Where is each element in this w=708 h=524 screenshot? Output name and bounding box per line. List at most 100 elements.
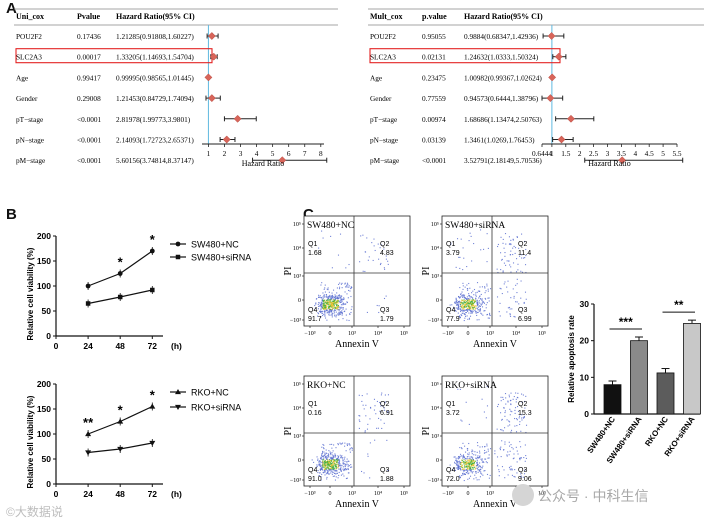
flow-event [481,306,484,308]
y-tick-label: 20 [580,336,590,346]
flow-event [323,464,325,466]
flow-event [340,283,342,285]
flow-event [522,394,524,396]
flow-event [463,461,465,463]
flow-event [484,310,486,312]
flow-event [337,299,339,301]
flow-event [372,259,374,262]
flow-event [465,401,467,403]
flow-event [525,424,528,426]
flow-event [476,458,478,460]
flow-event [466,315,468,317]
y-axis-label: Relative cell viability (%) [26,395,35,488]
legend-marker [175,241,181,247]
forest-x-tick-label: 6 [287,149,291,158]
flow-event [359,420,361,423]
flow-event [348,319,350,322]
flow-event [337,297,339,299]
flow-event [503,283,505,285]
flow-event [326,455,328,457]
flow-event [484,292,486,294]
q3-label: Q3 [380,467,389,474]
forest-variable-label: POU2F2 [370,32,396,41]
flow-event [323,444,325,446]
flow-event [484,287,486,289]
flow-event [479,462,481,464]
forest-x-tick-label: 3 [606,149,610,158]
q1-label: Q1 [308,241,317,248]
flow-event [461,467,463,469]
flow-event [457,464,459,466]
forest-variable-label: pM−stage [370,156,399,165]
y-tick-label: 10 [580,372,590,382]
flow-event [321,299,323,301]
flow-event [459,467,461,469]
flow-event [519,255,521,257]
flow-event [346,461,348,463]
flow-event [476,303,478,305]
flow-event [499,449,501,451]
flow-event [471,296,473,298]
flow-event [334,479,336,481]
flow-event [333,312,335,314]
flow-event [321,453,323,455]
flow-event [342,462,345,464]
flow-event [470,299,472,301]
flow-event [316,466,318,468]
flow-event [473,464,475,466]
flow-event [468,464,471,466]
flow-event [334,456,336,458]
flow-event [364,431,366,433]
flow-event [471,467,473,469]
flow-event [477,305,479,307]
flow-event [323,451,325,453]
flow-event [321,230,323,232]
flow-event [471,292,473,294]
flow-event [335,296,337,298]
flow-event [507,451,509,453]
flow-event [509,314,511,316]
flow-event [330,462,332,464]
flow-event [461,448,463,450]
flow-event [315,303,317,305]
flow-event [326,452,328,455]
flow-event [322,308,324,310]
flow-event [369,442,371,444]
flow-event [462,442,464,444]
flow-event [464,315,467,317]
flow-event [366,311,368,313]
forest-x-tick-label: 8 [319,149,323,158]
flow-event [472,307,474,309]
flow-event [332,307,334,309]
flow-event [477,302,479,305]
flow-event [464,468,466,470]
flow-event [329,308,332,310]
flow-event [331,309,333,311]
flow-event [374,439,376,441]
flow-event [340,457,342,459]
flow-event [457,457,459,459]
flow-event [509,414,511,416]
forest-x-tick-label: 5 [661,149,665,158]
flow-event [516,236,518,238]
flow-event [378,258,380,260]
flow-event [465,302,468,304]
flow-event [454,462,456,465]
flow-event [469,307,471,309]
flow-event [469,308,471,310]
flow-event [361,400,363,402]
flow-event [333,475,336,477]
flow-event [342,460,344,462]
flow-event [515,418,518,420]
flow-event [335,464,337,466]
flow-event [519,421,521,423]
flow-event [457,301,459,304]
flow-event [333,455,335,457]
flow-event [337,477,339,479]
flow-event [464,460,467,462]
flow-event [516,283,518,285]
q2-label: Q2 [518,241,527,248]
flow-event [465,469,468,471]
